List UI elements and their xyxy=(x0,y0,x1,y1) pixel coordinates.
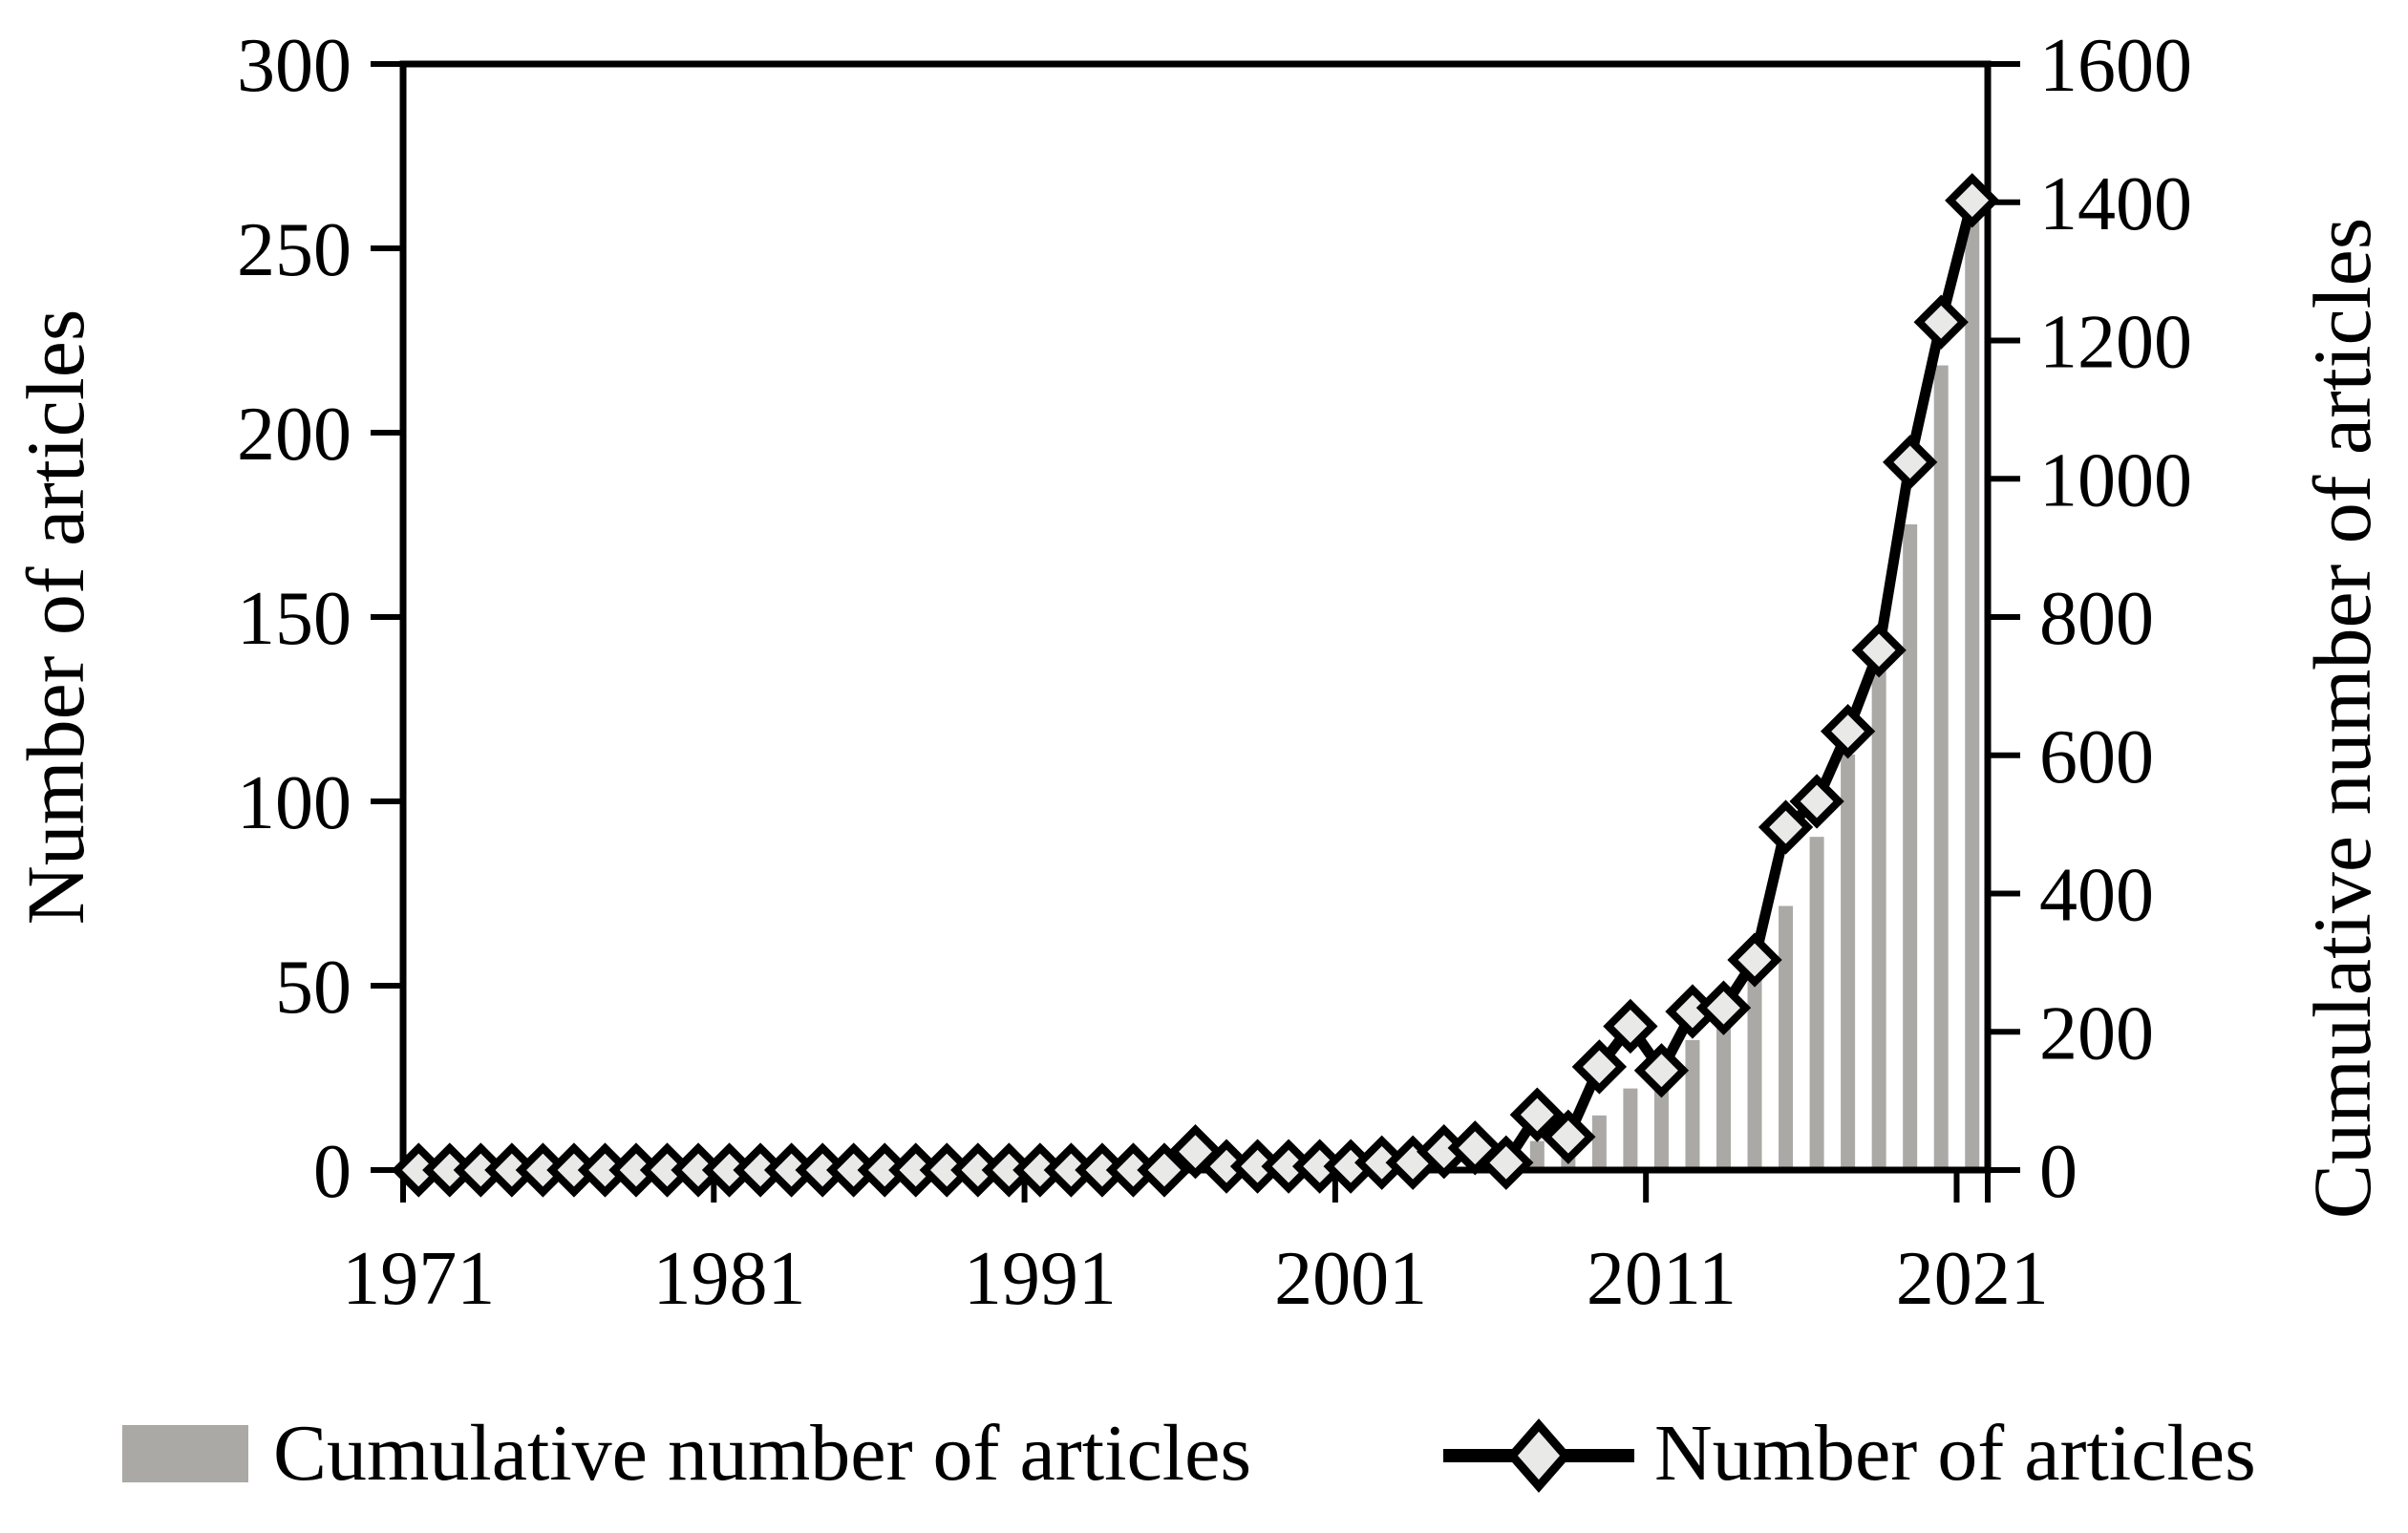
cumulative-bar xyxy=(1933,365,1949,1170)
diamond-marker xyxy=(1851,623,1907,678)
y-right-tick-label: 0 xyxy=(2039,1130,2078,1214)
cumulative-bar xyxy=(1841,755,1856,1170)
y-left-tick-label: 0 xyxy=(313,1130,352,1214)
right-axis-title: Cumulative number of articles xyxy=(2296,217,2388,1220)
y-left-tick-label: 150 xyxy=(237,577,352,661)
diamond-marker xyxy=(1695,980,1752,1035)
cumulative-bar xyxy=(1591,1115,1607,1170)
x-tick-label: 1981 xyxy=(653,1237,806,1321)
cumulative-bar xyxy=(1871,656,1886,1170)
diamond-marker xyxy=(1571,1039,1628,1095)
legend-line-diamond-icon xyxy=(1443,1418,1634,1493)
diamond-marker xyxy=(1913,294,1969,350)
y-right-tick-label: 600 xyxy=(2039,715,2154,799)
diamond-marker xyxy=(1479,1135,1534,1190)
y-right-tick-label: 1200 xyxy=(2039,301,2192,385)
y-right-tick-label: 1400 xyxy=(2039,162,2192,246)
y-left-tick-label: 100 xyxy=(237,761,352,845)
y-right-tick-label: 200 xyxy=(2039,991,2154,1075)
diamond-marker xyxy=(1633,1043,1690,1098)
diamond-marker xyxy=(1883,435,1938,490)
y-right-tick-label: 1600 xyxy=(2039,24,2192,108)
y-right-tick-label: 800 xyxy=(2039,577,2154,661)
diamond-marker xyxy=(1820,704,1876,759)
cumulative-bar xyxy=(1653,1070,1669,1170)
cumulative-bar xyxy=(1716,1010,1731,1170)
cumulative-bar xyxy=(1747,969,1762,1170)
legend-label-cumulative: Cumulative number of articles xyxy=(273,1409,1252,1498)
y-left-tick-label: 300 xyxy=(237,24,352,108)
cumulative-bar xyxy=(1623,1088,1638,1170)
x-tick-label: 2001 xyxy=(1274,1237,1427,1321)
diamond-marker xyxy=(1541,1109,1596,1164)
cumulative-bar xyxy=(1903,524,1918,1170)
cumulative-bar xyxy=(1965,183,1980,1171)
x-tick-label: 1991 xyxy=(964,1237,1117,1321)
legend-bar-swatch-icon xyxy=(122,1425,248,1482)
y-left-tick-label: 200 xyxy=(237,393,352,477)
diamond-marker xyxy=(1727,932,1782,988)
x-tick-label: 2021 xyxy=(1896,1237,2049,1321)
y-right-tick-label: 1000 xyxy=(2039,438,2192,522)
y-right-tick-label: 400 xyxy=(2039,854,2154,938)
diamond-marker xyxy=(1789,774,1844,829)
x-tick-label: 2011 xyxy=(1587,1237,1737,1321)
left-axis-title: Number of articles xyxy=(10,309,101,926)
cumulative-bar xyxy=(1779,905,1794,1170)
cumulative-bar xyxy=(1529,1140,1545,1170)
diamond-marker xyxy=(1509,1087,1565,1142)
x-tick-label: 1971 xyxy=(342,1237,495,1321)
diamond-marker xyxy=(1603,998,1658,1054)
y-left-tick-label: 50 xyxy=(275,946,352,1030)
y-left-tick-label: 250 xyxy=(237,208,352,292)
legend-label-number: Number of articles xyxy=(1654,1409,2256,1498)
diamond-marker xyxy=(1945,173,2000,228)
number-of-articles-line xyxy=(418,199,1978,1176)
cumulative-bar xyxy=(1809,837,1824,1170)
cumulative-bar xyxy=(1685,1039,1700,1170)
diamond-marker xyxy=(1758,799,1814,855)
diamond-marker xyxy=(1137,1142,1192,1198)
